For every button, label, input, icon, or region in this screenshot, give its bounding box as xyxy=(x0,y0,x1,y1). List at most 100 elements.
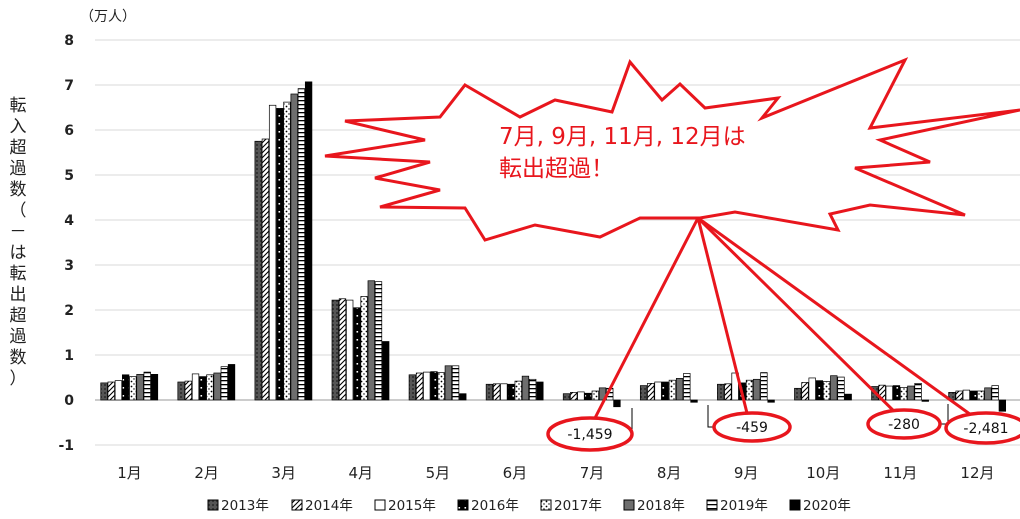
bar-2015年-12月 xyxy=(962,389,971,401)
bar-2014年-12月 xyxy=(955,390,963,401)
annotation-ellipse xyxy=(866,408,942,440)
bar-2016年-4月 xyxy=(353,307,361,401)
bar-2013年-8月 xyxy=(639,385,648,401)
bar-2017年-4月 xyxy=(360,296,368,401)
bar-2019年-9月 xyxy=(760,372,768,401)
y-axis-label-char: ） xyxy=(9,369,27,389)
callout-pointer-line xyxy=(696,217,752,426)
y-tick-label: 3 xyxy=(64,258,74,274)
bar-2020年-8月 xyxy=(690,399,698,403)
y-axis-label-char: は xyxy=(9,243,27,263)
y-tick-label: 5 xyxy=(64,168,74,184)
y-axis-label-char: 過 xyxy=(9,159,27,179)
bar-2016年-6月 xyxy=(507,383,515,401)
bar-2016年-8月 xyxy=(661,381,669,401)
bar-2018年-4月 xyxy=(367,280,375,401)
bar-2015年-7月 xyxy=(577,391,585,401)
bar-2013年-7月 xyxy=(562,393,571,401)
bar-2020年-10月 xyxy=(844,393,852,401)
bar-2014年-8月 xyxy=(647,383,655,401)
y-axis-label: 転入超過数（－は転出超過数） xyxy=(4,96,32,390)
y-tick-label: 1 xyxy=(64,348,74,364)
annotation-label: -2,481 xyxy=(963,421,1008,437)
bar-2018年-8月 xyxy=(675,378,684,401)
legend: 2013年 2014年 2015年 2016年 2017年 2018年 2019年 2020年 xyxy=(207,498,851,514)
bar-2018年-10月 xyxy=(830,375,838,401)
bar-2015年-6月 xyxy=(500,383,508,401)
x-tick-label: 10月 xyxy=(806,464,840,482)
bar-2020年-9月 xyxy=(767,399,775,403)
x-axis-labels: 1月 2月 3月 4月 5月 6月 7月 8月 9月 10月 11月 12月 xyxy=(117,464,994,482)
legend-swatch xyxy=(706,499,718,511)
bar-2017年-3月 xyxy=(283,101,291,401)
bar-2019年-4月 xyxy=(374,281,383,401)
bar-2020年-6月 xyxy=(536,381,544,401)
bar-2015年-1月 xyxy=(114,380,123,401)
bar-2017年-7月 xyxy=(591,390,599,401)
legend-label: 2020年 xyxy=(803,498,851,514)
bar-2019年-6月 xyxy=(529,378,537,401)
annotation-label: -459 xyxy=(736,420,768,436)
bar-2020年-7月 xyxy=(613,399,621,408)
bar-2020年-3月 xyxy=(304,81,313,401)
x-tick-label: 12月 xyxy=(960,464,994,482)
annotation-label: -280 xyxy=(888,417,920,433)
bar-2014年-2月 xyxy=(184,380,192,401)
x-tick-label: 7月 xyxy=(580,464,605,482)
callout-text: 7月, 9月, 11月, 12月は 転出超過！ xyxy=(499,121,746,185)
callout-pointer-line xyxy=(697,216,986,427)
callout-line-2: 転出超過！ xyxy=(499,156,614,182)
y-tick-label: 6 xyxy=(64,123,74,139)
bar-2015年-9月 xyxy=(731,372,739,401)
bar-2020年-4月 xyxy=(382,341,390,401)
bar-2019年-5月 xyxy=(451,365,460,401)
y-axis-label-char: 超 xyxy=(9,306,27,326)
bar-2018年-12月 xyxy=(984,387,992,401)
legend-label: 2013年 xyxy=(221,498,269,514)
x-tick-label: 4月 xyxy=(349,464,374,482)
bar-2019年-12月 xyxy=(991,385,999,401)
y-tick-label: -1 xyxy=(58,438,74,454)
bar-2015年-3月 xyxy=(268,104,277,401)
bar-2019年-8月 xyxy=(683,373,691,401)
bar-2020年-11月 xyxy=(921,399,929,402)
x-tick-label: 1月 xyxy=(117,464,142,482)
bar-2013年-2月 xyxy=(177,381,185,401)
annotation-connector xyxy=(940,404,949,425)
y-axis-label-char: 転 xyxy=(9,96,27,116)
bar-2014年-4月 xyxy=(338,298,347,401)
annotation-ellipse xyxy=(944,411,1020,445)
bar-2020年-1月 xyxy=(150,374,159,401)
bar-2016年-12月 xyxy=(969,390,978,401)
legend-label: 2015年 xyxy=(388,498,436,514)
annotation-label: -1,459 xyxy=(567,427,612,443)
bar-2017年-12月 xyxy=(977,390,985,401)
bar-2019年-1月 xyxy=(143,371,151,401)
bar-2017年-1月 xyxy=(129,376,137,401)
bar-2014年-1月 xyxy=(107,381,115,401)
bar-2013年-3月 xyxy=(254,140,262,401)
bar-2016年-10月 xyxy=(815,380,824,401)
y-tick-label: 8 xyxy=(64,33,74,49)
bar-2019年-10月 xyxy=(837,376,845,401)
bar-2014年-3月 xyxy=(261,138,270,401)
bar-2017年-11月 xyxy=(900,387,908,401)
x-tick-label: 5月 xyxy=(426,464,451,482)
bar-2016年-5月 xyxy=(430,371,438,401)
legend-swatch xyxy=(291,499,303,511)
y-tick-label: 4 xyxy=(64,213,74,229)
bar-2020年-2月 xyxy=(227,364,236,401)
y-axis-label-char: 出 xyxy=(9,285,27,305)
legend-swatch xyxy=(623,499,635,511)
bar-2015年-2月 xyxy=(191,373,200,401)
y-tick-label: 2 xyxy=(64,303,74,319)
legend-label: 2017年 xyxy=(554,498,602,514)
callout-starburst xyxy=(324,57,1020,242)
bar-2017年-9月 xyxy=(745,379,754,401)
legend-label: 2019年 xyxy=(720,498,768,514)
bar-2015年-11月 xyxy=(885,385,893,401)
legend-swatch xyxy=(457,499,469,511)
bar-2015年-10月 xyxy=(808,377,816,401)
x-tick-label: 9月 xyxy=(734,464,759,482)
